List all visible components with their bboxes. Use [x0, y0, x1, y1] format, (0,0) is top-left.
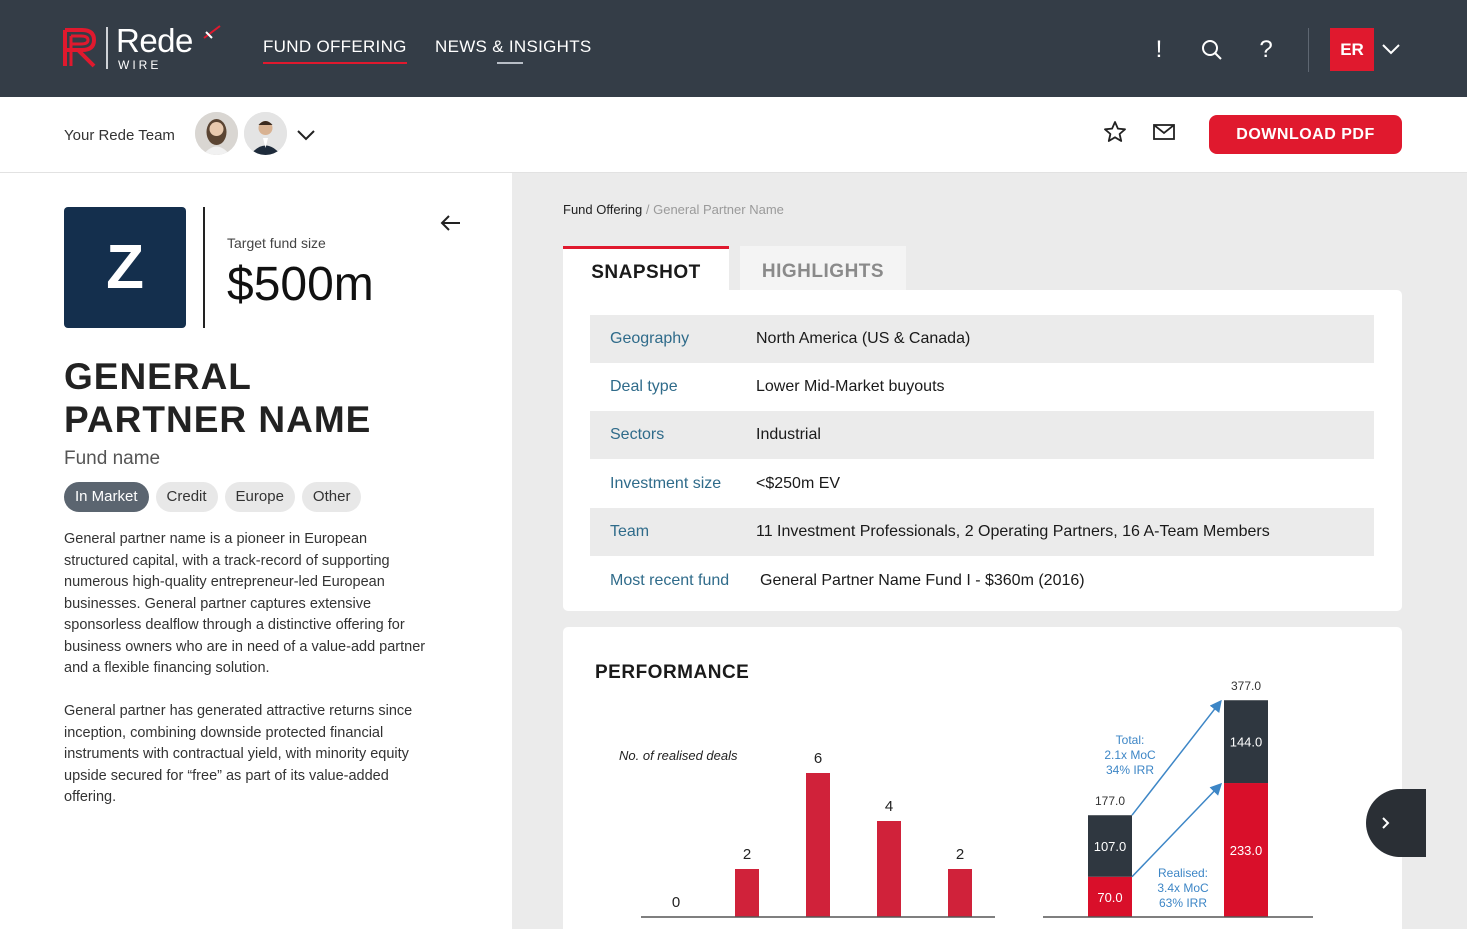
stacked-bar-segment [1088, 815, 1132, 877]
search-icon[interactable] [1197, 32, 1227, 68]
tag-list: In Market Credit Europe Other [64, 482, 362, 512]
snapshot-value: North America (US & Canada) [756, 330, 971, 347]
realised-return-arrow [1131, 782, 1223, 878]
fund-description: General partner has generated attractive… [64, 703, 413, 805]
fund-description: General partner name is a pioneer in Eur… [64, 531, 426, 676]
chevron-right-icon [1382, 817, 1390, 829]
realised-annotation: 63% IRR [1159, 896, 1207, 910]
general-partner-name: GENERAL PARTNER NAME [64, 355, 484, 441]
breadcrumb-separator: / [642, 202, 654, 217]
tag-other[interactable]: Other [301, 482, 362, 512]
bar-value-label: 2 [956, 846, 964, 863]
snapshot-key: Geography [610, 330, 690, 347]
snapshot-row: Deal type Lower Mid-Market buyouts [590, 363, 1374, 411]
stacked-bar-segment [1088, 876, 1132, 917]
snapshot-value: Lower Mid-Market buyouts [756, 378, 945, 395]
stacked-bar-segment [1224, 783, 1268, 917]
rede-r-mark-icon [63, 28, 97, 68]
bar-value-label: 6 [814, 750, 822, 767]
fund-name: Fund name [64, 448, 161, 469]
breadcrumb: Fund Offering / General Partner Name [563, 202, 784, 217]
target-fund-size-label: Target fund size [227, 235, 326, 251]
bar-value-label: 0 [672, 894, 680, 911]
bar-value-label: 4 [885, 798, 893, 815]
logo-subtitle: WIRE [118, 58, 162, 72]
header-divider [203, 207, 205, 328]
chart-bar [735, 869, 759, 917]
snapshot-row: Sectors Industrial [590, 411, 1374, 459]
realised-annotation: 3.4x MoC [1157, 881, 1209, 895]
segment-value-label: 107.0 [1094, 839, 1127, 854]
snapshot-key: Sectors [610, 426, 665, 443]
stacked-bar-segment [1224, 700, 1268, 784]
top-navigation: Rede WIRE FUND OFFERING NEWS & INSIGHTS … [0, 0, 1467, 97]
alert-icon[interactable]: ! [1155, 36, 1163, 63]
gp-name-line: GENERAL [64, 356, 252, 397]
next-slide-button[interactable] [1366, 789, 1426, 857]
snapshot-key: Investment size [610, 475, 722, 492]
nav-news-insights[interactable]: NEWS & INSIGHTS [435, 37, 592, 64]
snapshot-row: Most recent fund General Partner Name Fu… [590, 557, 1374, 605]
total-return-arrow [1131, 699, 1222, 816]
snapshot-value: General Partner Name Fund I - $360m (201… [760, 572, 1085, 589]
breadcrumb-current: General Partner Name [653, 202, 784, 217]
chart-title: No. of realised deals [619, 748, 738, 763]
bar-value-label: 2 [743, 846, 751, 863]
tag-europe[interactable]: Europe [224, 482, 295, 512]
download-pdf-button[interactable]: DOWNLOAD PDF [1209, 115, 1402, 154]
tab-snapshot[interactable]: SNAPSHOT [563, 246, 729, 290]
chart-bar [948, 869, 972, 917]
star-icon[interactable] [1103, 120, 1127, 144]
tag-in-market[interactable]: In Market [64, 482, 149, 512]
snapshot-value: Industrial [756, 426, 821, 443]
chevron-down-icon[interactable] [296, 127, 316, 143]
team-member-avatar[interactable] [195, 112, 238, 155]
snapshot-key: Deal type [610, 378, 678, 395]
logo-name: Rede [116, 22, 193, 59]
tag-credit[interactable]: Credit [155, 482, 218, 512]
help-icon[interactable]: ? [1259, 36, 1273, 63]
stack-total-label: 377.0 [1231, 679, 1261, 693]
total-annotation: 2.1x MoC [1104, 748, 1156, 762]
team-member-avatar[interactable] [244, 112, 287, 155]
logo-x-mark-icon [203, 25, 221, 39]
fund-logo-tile: Z [64, 207, 186, 328]
nav-separator [1308, 28, 1309, 72]
snapshot-row: Geography North America (US & Canada) [590, 315, 1374, 363]
snapshot-key: Most recent fund [610, 572, 730, 589]
performance-charts: No. of realised deals 0 2 6 4 2 70.0 107.0 177.0… [619, 679, 1313, 918]
performance-card: PERFORMANCE No. of realised deals 0 2 6 4 2 70… [563, 627, 1402, 929]
chevron-down-icon[interactable] [1380, 38, 1402, 60]
logo-divider [106, 27, 108, 69]
team-label: Your Rede Team [64, 127, 175, 144]
target-fund-size-value: $500m [227, 258, 374, 311]
nav-fund-offering[interactable]: FUND OFFERING [263, 37, 407, 64]
segment-value-label: 144.0 [1230, 735, 1263, 750]
team-bar: Your Rede Team DOWNLOAD PDF [0, 97, 1467, 173]
fund-summary-panel: Z Target fund size $500m GENERAL PARTNER… [0, 173, 512, 929]
segment-value-label: 70.0 [1097, 890, 1122, 905]
user-avatar[interactable]: ER [1330, 28, 1374, 71]
arrow-left-icon[interactable] [440, 213, 462, 233]
mail-icon[interactable] [1152, 122, 1176, 142]
total-annotation: Total: [1116, 733, 1145, 747]
snapshot-row: Investment size <$250m EV [590, 460, 1374, 508]
gp-name-line: PARTNER NAME [64, 399, 372, 440]
fund-detail-panel: Fund Offering / General Partner Name SNA… [512, 173, 1467, 929]
chart-bar [806, 773, 830, 917]
snapshot-card: Geography North America (US & Canada) De… [563, 290, 1402, 611]
stack-total-label: 177.0 [1095, 794, 1125, 808]
total-annotation: 34% IRR [1106, 763, 1154, 777]
snapshot-key: Team [610, 523, 650, 540]
snapshot-value: 11 Investment Professionals, 2 Operating… [756, 523, 1270, 540]
chart-bar [877, 821, 901, 917]
breadcrumb-link[interactable]: Fund Offering [563, 202, 643, 217]
realised-annotation: Realised: [1158, 866, 1208, 880]
tab-highlights[interactable]: HIGHLIGHTS [740, 246, 906, 290]
snapshot-value: <$250m EV [756, 475, 841, 492]
snapshot-row: Team 11 Investment Professionals, 2 Oper… [590, 508, 1374, 556]
performance-title: PERFORMANCE [595, 662, 750, 683]
segment-value-label: 233.0 [1230, 843, 1263, 858]
